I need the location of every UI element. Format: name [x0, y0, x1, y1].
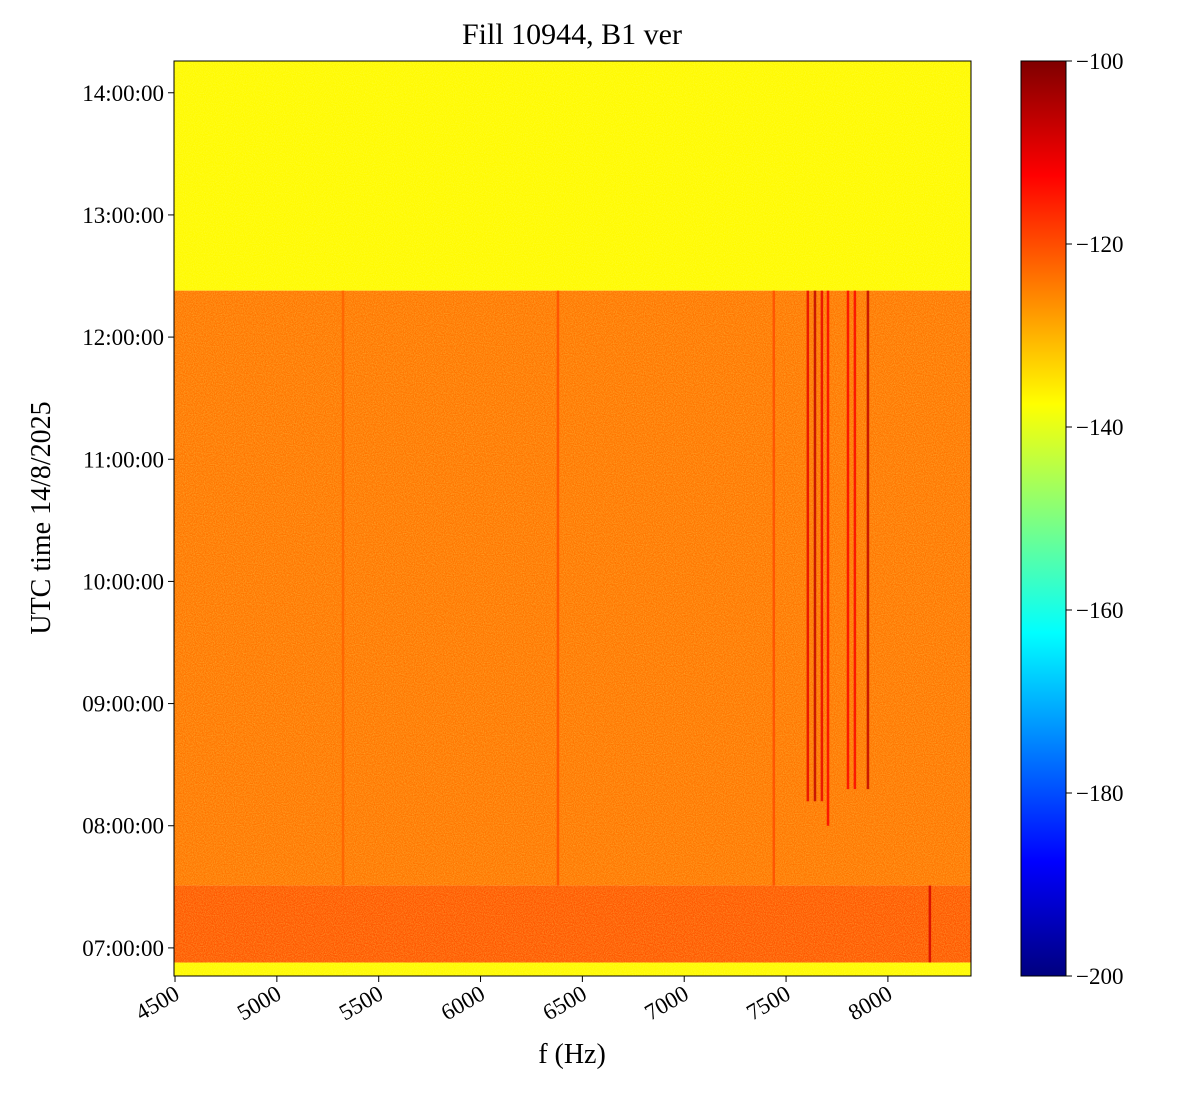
x-tick-label: 5500: [335, 981, 387, 1026]
x-tick-label: 6500: [539, 981, 591, 1026]
x-tick-label: 8000: [844, 981, 896, 1026]
x-tick-label: 7000: [640, 981, 692, 1026]
y-axis-label: UTC time 14/8/2025: [26, 401, 57, 634]
x-tick-label: 7500: [742, 981, 794, 1026]
y-tick-label: 08:00:00: [82, 814, 164, 839]
x-tick-label: 4500: [131, 981, 183, 1026]
colorbar-tick-label: −100: [1076, 49, 1123, 74]
noise-texture: [174, 61, 971, 976]
colorbar-tick-label: −160: [1076, 598, 1123, 623]
colorbar-tick-label: −120: [1076, 232, 1123, 257]
y-tick-label: 14:00:00: [82, 81, 164, 106]
y-tick-label: 12:00:00: [82, 325, 164, 350]
colorbar-tick-label: −200: [1076, 964, 1123, 989]
y-tick-label: 13:00:00: [82, 203, 164, 228]
colorbar: [1020, 60, 1067, 977]
plot-frame: [173, 60, 972, 977]
x-axis-label: f (Hz): [538, 1039, 606, 1070]
colorbar-tick-label: −180: [1076, 781, 1123, 806]
x-tick-label: 5000: [233, 981, 285, 1026]
plot-area: [174, 61, 971, 976]
x-tick-label: 6000: [437, 981, 489, 1026]
y-tick-label: 11:00:00: [83, 447, 164, 472]
y-tick-label: 09:00:00: [82, 692, 164, 717]
y-tick-label: 07:00:00: [82, 936, 164, 961]
colorbar-tick-label: −140: [1076, 415, 1123, 440]
chart-title: Fill 10944, B1 ver: [462, 18, 682, 51]
y-tick-label: 10:00:00: [82, 569, 164, 594]
